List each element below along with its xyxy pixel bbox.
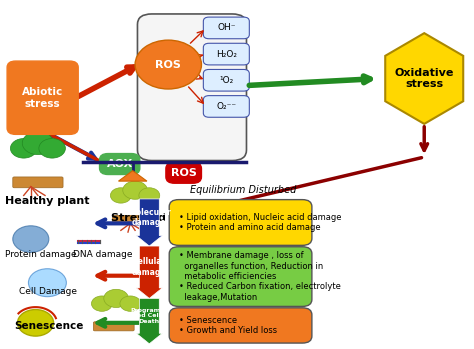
Circle shape [139,188,160,203]
Text: Molecular
damage: Molecular damage [128,208,171,227]
Circle shape [120,296,141,311]
Circle shape [91,296,112,311]
Text: ¹O₂: ¹O₂ [219,76,234,85]
Text: O₂⁻⁻: O₂⁻⁻ [216,102,237,111]
Circle shape [28,269,66,297]
Text: Cell Damage: Cell Damage [19,287,77,296]
Text: • Membrane damage , loss of
  organelles function, Reduction in
  metabolic effi: • Membrane damage , loss of organelles f… [179,251,341,302]
FancyBboxPatch shape [13,177,63,188]
Text: H₂O₂: H₂O₂ [216,50,237,59]
Text: ROS: ROS [155,60,181,69]
FancyBboxPatch shape [203,69,249,91]
FancyBboxPatch shape [100,154,140,174]
Text: Healthy plant: Healthy plant [5,196,89,206]
Text: Stressed Plant: Stressed Plant [111,213,203,223]
Circle shape [10,139,37,158]
Circle shape [18,310,54,336]
Circle shape [123,181,147,199]
Text: AOX: AOX [107,159,133,169]
Circle shape [135,40,201,89]
FancyBboxPatch shape [137,14,246,161]
Text: OH⁻: OH⁻ [217,23,236,32]
FancyBboxPatch shape [7,61,78,134]
FancyArrow shape [136,298,162,344]
FancyBboxPatch shape [112,215,153,224]
FancyBboxPatch shape [169,247,312,306]
Circle shape [110,188,131,203]
Text: DNA damage: DNA damage [73,250,133,259]
Text: Cellular
damage: Cellular damage [132,257,167,277]
FancyArrow shape [136,199,162,246]
Circle shape [22,132,54,155]
Text: Programm
ed Cell
Death: Programm ed Cell Death [131,307,168,324]
FancyBboxPatch shape [169,200,312,245]
Polygon shape [385,33,463,124]
Circle shape [13,226,49,252]
Text: ROS: ROS [171,168,197,178]
Circle shape [104,289,128,307]
Text: Protein damage: Protein damage [5,250,76,259]
Polygon shape [118,171,147,181]
Text: Oxidative
stress: Oxidative stress [394,68,454,89]
Text: Equilibrium Disturbed: Equilibrium Disturbed [190,185,296,195]
FancyArrow shape [136,246,162,298]
Circle shape [39,139,65,158]
Text: • Senescence
• Growth and Yield loss: • Senescence • Growth and Yield loss [179,316,277,335]
FancyBboxPatch shape [203,96,249,117]
FancyBboxPatch shape [203,17,249,39]
Text: Senescence: Senescence [14,321,83,331]
Text: • Lipid oxidation, Nucleic acid damage
• Protein and amino acid damage: • Lipid oxidation, Nucleic acid damage •… [179,213,341,232]
FancyBboxPatch shape [93,322,134,331]
FancyBboxPatch shape [166,162,201,183]
FancyBboxPatch shape [169,308,312,343]
FancyBboxPatch shape [203,43,249,65]
Text: Abiotic
stress: Abiotic stress [22,87,64,109]
